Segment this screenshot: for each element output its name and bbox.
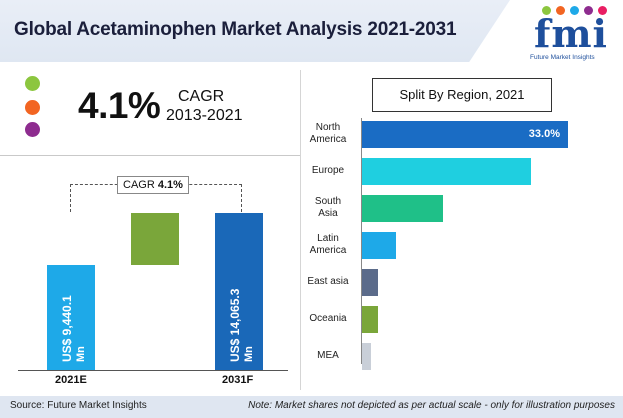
region-label: North America — [309, 122, 347, 145]
section-divider — [0, 155, 300, 156]
region-bar — [362, 343, 372, 370]
footer-source: Source: Future Market Insights — [10, 400, 147, 411]
region-bar — [362, 306, 378, 333]
baseline — [18, 370, 288, 371]
region-label: Europe — [311, 165, 345, 176]
header-band — [0, 0, 510, 62]
cagr-tag-value: 4.1% — [157, 179, 183, 191]
legend-dot-purple — [25, 122, 40, 137]
bar-2031f-unit: Mn — [243, 346, 255, 362]
region-label: East asia — [307, 276, 349, 287]
growth-block — [131, 213, 179, 265]
region-label: MEA — [317, 350, 339, 361]
cagr-value: 4.1% — [78, 85, 161, 126]
legend-dot-green — [25, 76, 40, 91]
year-label-2031f: 2031F — [222, 374, 254, 386]
region-label: Latin America — [309, 233, 347, 256]
region-label: South Asia — [314, 196, 342, 219]
region-bar-value: 33.0% — [528, 128, 560, 140]
bar-2031f-value-text: US$ 14,065.3 — [228, 288, 242, 362]
bar-2021e-value: US$ 9,440.1 Mn — [60, 295, 88, 362]
region-bar — [362, 232, 397, 259]
bar-2021e-unit: Mn — [75, 346, 87, 362]
bar-2021e-value-text: US$ 9,440.1 — [60, 295, 74, 362]
region-chart-title: Split By Region, 2021 — [372, 78, 552, 112]
bar-2031f — [215, 213, 263, 370]
bar-2021e — [47, 264, 95, 370]
cagr-period: 2013-2021 — [166, 107, 243, 124]
vertical-divider — [300, 70, 301, 390]
footer: Source: Future Market Insights Note: Mar… — [0, 396, 623, 418]
page-title: Global Acetaminophen Market Analysis 202… — [14, 19, 457, 40]
cagr-label: CAGR — [178, 88, 225, 105]
region-bar — [362, 121, 568, 148]
year-label-2021e: 2021E — [55, 374, 87, 386]
legend-dot-orange — [25, 100, 40, 115]
bar-2031f-value: US$ 14,065.3 Mn — [228, 289, 256, 362]
fmi-logo: fmi Future Market Insights — [528, 6, 618, 62]
region-bar — [362, 195, 444, 222]
cagr-tag-label: CAGR — [123, 179, 155, 191]
region-bar — [362, 158, 531, 185]
logo-subtext: Future Market Insights — [530, 54, 595, 61]
logo-text: fmi — [534, 11, 608, 56]
footer-note: Note: Market shares not depicted as per … — [248, 400, 615, 411]
region-axis — [361, 118, 362, 364]
cagr-tag: CAGR 4.1% — [117, 176, 189, 194]
region-label: Oceania — [309, 313, 347, 324]
region-bar — [362, 269, 378, 296]
